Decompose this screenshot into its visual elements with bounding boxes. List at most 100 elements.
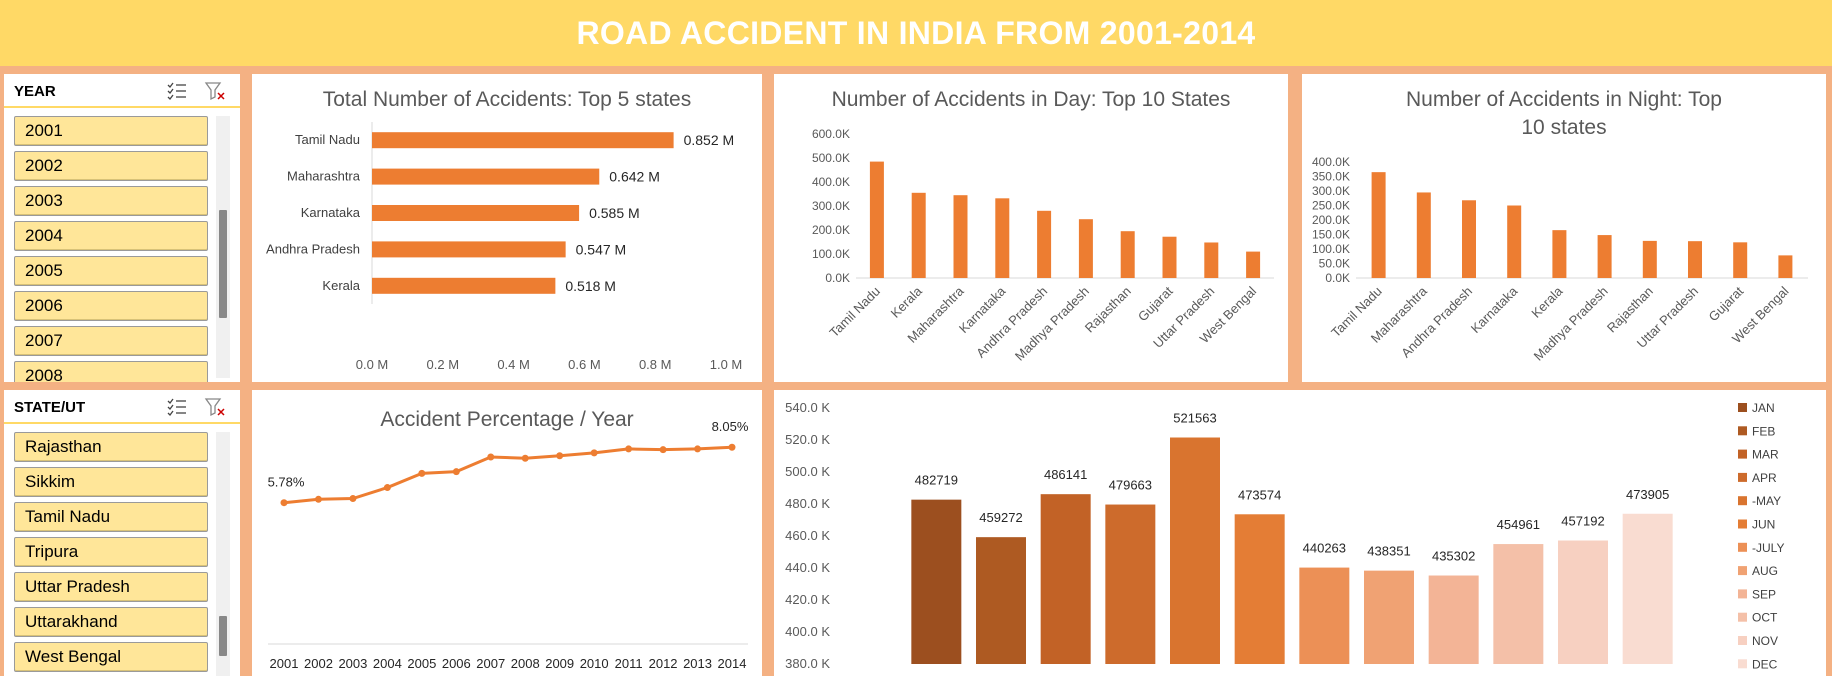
- data-label-kerala: 0.518 M: [565, 278, 616, 294]
- clear-filter-icon[interactable]: [204, 396, 226, 418]
- percent-year-chart: 2001 2002 2003 2004 2005 2006 2007 2008 2009 2010…: [268, 419, 749, 671]
- y-tick-label: 440.0 K: [785, 560, 830, 575]
- year-slicer: YEAR 2001 2002 2003 2004 2005 2006 2007 …: [4, 74, 240, 382]
- category-label-tamil-nadu: Tamil Nadu: [826, 284, 883, 341]
- data-label-feb: 459272: [979, 510, 1022, 525]
- y-tick-label: 400.0K: [812, 175, 850, 189]
- point-2010: [590, 449, 598, 457]
- clear-filter-icon[interactable]: [204, 80, 226, 102]
- dashboard-title-bar: ROAD ACCIDENT IN INDIA FROM 2001-2014: [0, 0, 1832, 66]
- point-2002: [314, 495, 322, 503]
- x-tick-label-2013: 2013: [683, 656, 712, 671]
- state-item-sikkim[interactable]: Sikkim: [14, 467, 208, 497]
- x-tick-label-2001: 2001: [270, 656, 299, 671]
- x-tick-label: 0.4 M: [497, 357, 530, 372]
- bar-may: [1170, 437, 1220, 664]
- bar-andhra-pradesh: [1462, 200, 1476, 278]
- x-tick-label: 1.0 M: [710, 357, 743, 372]
- point-2006: [452, 468, 460, 476]
- year-item-2001[interactable]: 2001: [14, 116, 208, 146]
- category-label-gujarat: Gujarat: [1135, 283, 1176, 324]
- legend-label-jun: JUN: [1752, 518, 1775, 532]
- legend-swatch-oct: [1738, 612, 1747, 622]
- year-item-2008[interactable]: 2008: [14, 361, 208, 382]
- bar-west-bengal: [1246, 251, 1261, 278]
- category-label-tamil-nadu: Tamil Nadu: [295, 132, 360, 147]
- legend-swatch-nov: [1738, 636, 1747, 645]
- year-item-2007[interactable]: 2007: [14, 326, 208, 356]
- data-label-mar: 486141: [1044, 467, 1087, 482]
- legend-label-apr: APR: [1752, 471, 1777, 485]
- legend-label-aug: AUG: [1752, 564, 1778, 578]
- y-tick-label: 540.0 K: [785, 400, 830, 415]
- data-label-nov: 457192: [1561, 513, 1604, 528]
- bar-kerala: [911, 192, 926, 278]
- legend-label-feb: FEB: [1752, 424, 1775, 438]
- legend-swatch-sep: [1738, 589, 1747, 599]
- legend-label-sep: SEP: [1752, 587, 1776, 601]
- y-tick-label: 600.0K: [812, 127, 850, 141]
- data-label-apr: 479663: [1109, 478, 1152, 493]
- data-label-sep: 435302: [1432, 549, 1475, 564]
- y-tick-label: 200.0K: [1312, 213, 1350, 227]
- legend-swatch-dec: [1738, 659, 1747, 669]
- year-slicer-title: YEAR: [14, 83, 56, 100]
- data-label-karnataka: 0.585 M: [589, 205, 640, 221]
- y-tick-label: 400.0K: [1312, 155, 1350, 169]
- category-label-kerala: Kerala: [1528, 283, 1566, 321]
- bar-maharashtra: [1416, 192, 1431, 278]
- x-tick-label-2007: 2007: [476, 656, 505, 671]
- year-item-2006[interactable]: 2006: [14, 291, 208, 321]
- year-item-2004[interactable]: 2004: [14, 221, 208, 251]
- state-item-west-bengal[interactable]: West Bengal: [14, 642, 208, 672]
- point-2001: [280, 499, 288, 507]
- bar-jun: [1234, 514, 1285, 664]
- bar-uttar-pradesh: [1204, 242, 1219, 278]
- multi-select-icon[interactable]: [166, 80, 188, 102]
- x-tick-label-2008: 2008: [511, 656, 540, 671]
- y-tick-label: 100.0K: [1312, 242, 1350, 256]
- year-item-2002[interactable]: 2002: [14, 151, 208, 181]
- point-2009: [556, 452, 564, 460]
- y-tick-label: 150.0K: [1312, 228, 1350, 242]
- bar-west-bengal: [1778, 255, 1793, 278]
- category-label-andhra-pradesh: Andhra Pradesh: [266, 241, 360, 256]
- year-slicer-scroll-thumb[interactable]: [219, 210, 227, 318]
- bar-mar: [1040, 494, 1091, 664]
- legend-swatch-feb: [1738, 426, 1747, 436]
- state-slicer: STATE/UT Rajasthan Sikkim Tamil Nadu Tri…: [4, 390, 240, 676]
- point-2013: [694, 445, 702, 453]
- data-label-july: 440263: [1303, 541, 1346, 556]
- state-item-tripura[interactable]: Tripura: [14, 537, 208, 567]
- data-label-dec: 473905: [1626, 487, 1669, 502]
- category-label-kerala: Kerala: [322, 278, 360, 293]
- state-item-uttar-pradesh[interactable]: Uttar Pradesh: [14, 572, 208, 602]
- year-item-2005[interactable]: 2005: [14, 256, 208, 286]
- legend-label-oct: OCT: [1752, 611, 1778, 625]
- bar-aug: [1364, 570, 1414, 664]
- percent-year-panel: Accident Percentage / Year 2001 2002 2003 2…: [252, 390, 762, 676]
- point-2012: [659, 446, 667, 454]
- category-label-kerala: Kerala: [888, 283, 926, 321]
- bar-oct: [1493, 544, 1544, 664]
- multi-select-icon[interactable]: [166, 396, 188, 418]
- x-tick-label-2005: 2005: [407, 656, 436, 671]
- bar-karnataka: [372, 205, 580, 221]
- bar-andhra-pradesh: [1037, 210, 1052, 278]
- bar-maharashtra: [372, 168, 600, 185]
- state-slicer-scrollbar[interactable]: [216, 432, 230, 676]
- year-item-2003[interactable]: 2003: [14, 186, 208, 216]
- year-slicer-scrollbar[interactable]: [216, 116, 230, 378]
- state-slicer-list: Rajasthan Sikkim Tamil Nadu Tripura Utta…: [14, 432, 208, 676]
- monthly-accidents-panel: 380.0 K 400.0 K 420.0 K 440.0 K 460.0 K 480.0…: [774, 390, 1826, 676]
- bar-gujarat: [1733, 242, 1748, 278]
- state-item-rajasthan[interactable]: Rajasthan: [14, 432, 208, 462]
- bar-maharashtra: [953, 195, 968, 278]
- state-item-uttarakhand[interactable]: Uttarakhand: [14, 607, 208, 637]
- point-2004: [383, 484, 391, 492]
- state-item-tamil-nadu[interactable]: Tamil Nadu: [14, 502, 208, 532]
- category-label-madhya-pradesh: Madhya Pradesh: [1012, 284, 1092, 364]
- state-slicer-scroll-thumb[interactable]: [219, 616, 227, 656]
- night-chart-title: Number of Accidents in Night: Top 10 sta…: [1406, 88, 1722, 139]
- x-tick-label: 0.0 M: [356, 357, 389, 372]
